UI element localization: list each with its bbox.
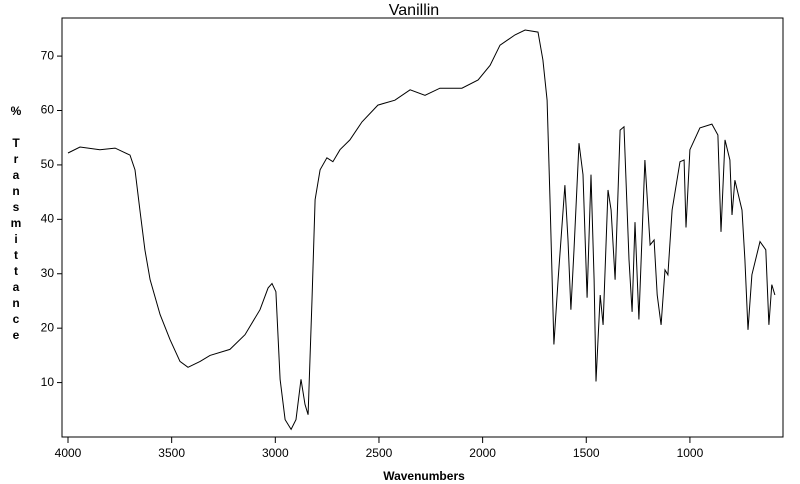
y-axis-label: % Transmittance — [9, 104, 23, 344]
chart-title: Vanillin — [389, 2, 439, 19]
y-tick-label: 20 — [41, 320, 55, 334]
plot-frame — [61, 17, 784, 438]
y-tick-label: 40 — [41, 212, 55, 226]
x-tick-label: 4000 — [55, 446, 82, 460]
y-tick-label: 50 — [41, 157, 55, 171]
x-axis-label: Wavenumbers — [383, 469, 465, 483]
x-tick-label: 2500 — [366, 446, 393, 460]
spectrum-line — [67, 29, 776, 431]
y-tick-label: 70 — [41, 48, 55, 62]
y-tick-label: 60 — [41, 103, 55, 117]
x-tick-label: 1000 — [677, 446, 704, 460]
x-tick-label: 3000 — [262, 446, 289, 460]
x-tick-label: 3500 — [158, 446, 185, 460]
x-tick-label: 1500 — [573, 446, 600, 460]
x-tick-label: 2000 — [469, 446, 496, 460]
y-tick-label: 30 — [41, 266, 55, 280]
y-tick-label: 10 — [41, 375, 55, 389]
